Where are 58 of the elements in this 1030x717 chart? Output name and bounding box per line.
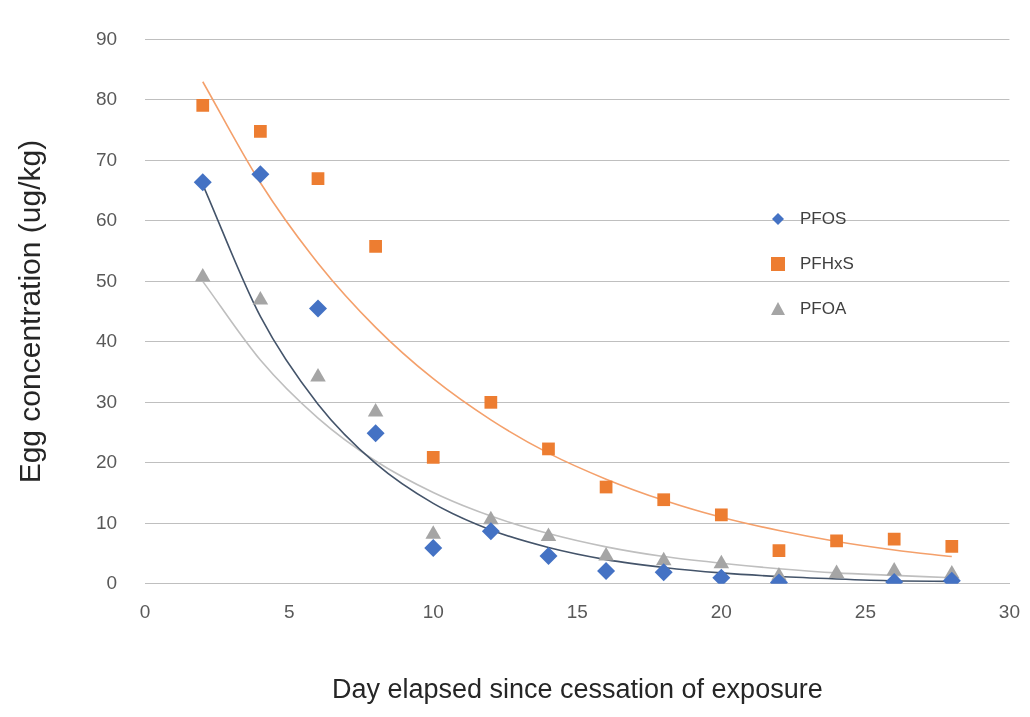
point <box>483 510 499 525</box>
point <box>369 239 382 253</box>
y-tick-label: 80 <box>95 88 118 110</box>
point <box>251 165 270 184</box>
point <box>308 299 327 318</box>
y-tick-label: 10 <box>95 511 118 533</box>
point <box>772 544 786 557</box>
point <box>655 551 672 566</box>
y-tick-label: 50 <box>95 269 118 291</box>
point <box>194 268 211 282</box>
point <box>254 124 267 138</box>
y-tick-label: 20 <box>95 451 118 473</box>
x-tick-label: 20 <box>710 601 732 623</box>
point <box>425 525 442 539</box>
point <box>426 451 440 464</box>
point <box>657 493 671 507</box>
legend-label: PFOA <box>800 298 847 319</box>
point <box>252 291 269 305</box>
point <box>654 563 673 582</box>
point <box>713 554 730 569</box>
x-tick-label: 5 <box>283 601 295 623</box>
point <box>887 532 901 546</box>
y-tick-label: 60 <box>95 209 118 231</box>
y-tick-label: 0 <box>106 572 118 594</box>
point <box>193 173 212 192</box>
point <box>597 562 616 581</box>
point <box>886 562 902 576</box>
point <box>424 539 443 558</box>
x-tick-label: 30 <box>998 601 1020 623</box>
point <box>830 534 843 548</box>
point <box>712 568 731 584</box>
point <box>828 564 845 579</box>
point <box>310 367 326 382</box>
point <box>484 395 498 409</box>
x-tick-label: 0 <box>139 601 151 623</box>
y-tick-label: 70 <box>95 148 118 170</box>
point <box>196 98 210 112</box>
point <box>311 172 325 185</box>
point <box>481 522 500 541</box>
point <box>366 424 385 443</box>
y-axis-title: Egg concentration (ug/kg) <box>13 139 47 484</box>
x-tick-label: 25 <box>854 601 876 623</box>
x-axis-title: Day elapsed since cessation of exposure <box>331 674 823 705</box>
y-tick-label: 30 <box>95 390 118 412</box>
y-tick-label: 40 <box>95 330 118 352</box>
point <box>542 442 555 456</box>
legend-label: PFOS <box>800 208 847 229</box>
point <box>540 527 557 542</box>
y-tick-label: 90 <box>95 27 118 49</box>
point <box>945 539 959 553</box>
x-tick-label: 10 <box>422 601 444 623</box>
point <box>367 403 384 417</box>
point <box>598 546 614 561</box>
x-tick-label: 15 <box>566 601 588 623</box>
point <box>539 546 558 565</box>
line-series <box>201 80 953 558</box>
point <box>714 508 728 522</box>
legend-label: PFHxS <box>800 253 854 274</box>
